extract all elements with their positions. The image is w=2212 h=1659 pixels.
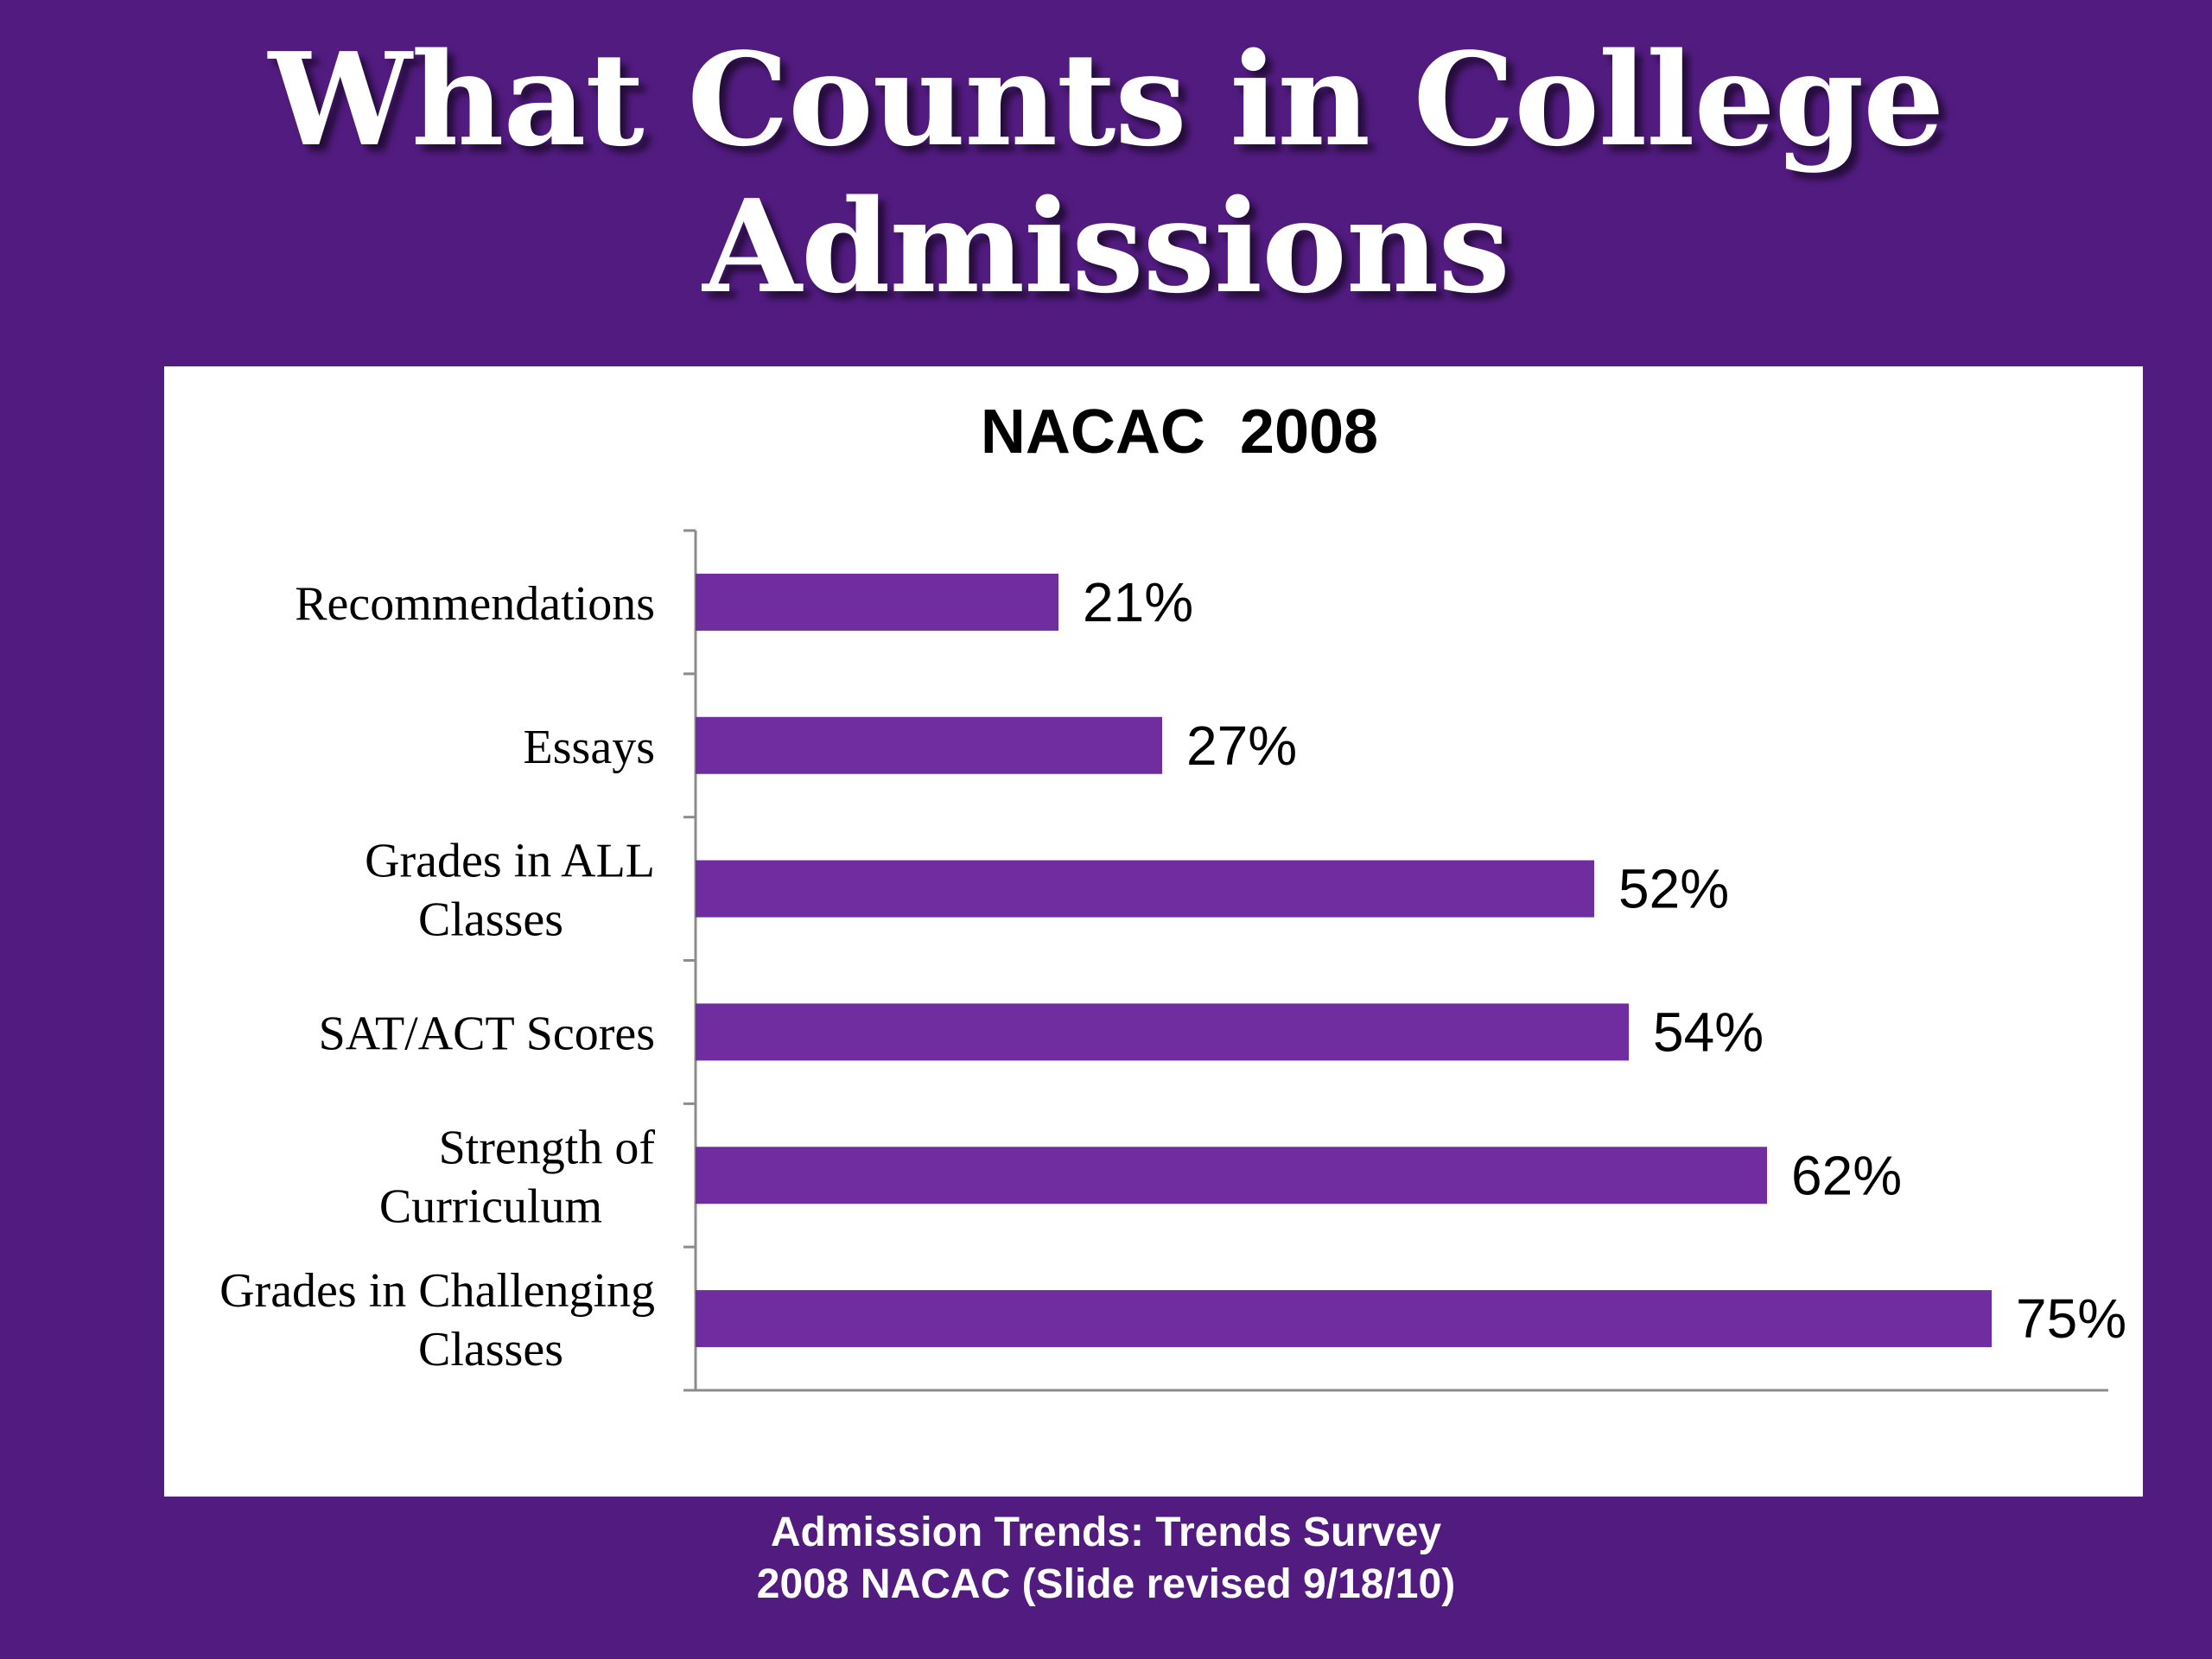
bar xyxy=(696,1290,1992,1348)
data-label: 75% xyxy=(2016,1287,2126,1350)
bar xyxy=(696,1003,1629,1061)
category-label: Grades in Challenging xyxy=(219,1264,655,1318)
source-note: Admission Trends: Trends Survey 2008 NAC… xyxy=(0,1507,2212,1611)
data-label: 62% xyxy=(1791,1144,1902,1206)
category-label: Curriculum xyxy=(379,1179,602,1233)
category-label: Recommendations xyxy=(295,577,655,631)
slide-title-line-2: Admissions xyxy=(702,171,1510,321)
bar xyxy=(696,573,1058,631)
category-label: SAT/ACT Scores xyxy=(319,1007,655,1060)
data-label: 54% xyxy=(1653,1001,1764,1063)
chart-panel: NACAC 2008 21% Recommendations 27% Essays 52… xyxy=(164,366,2143,1497)
category-label: Essays xyxy=(524,721,655,774)
source-note-line-1: Admission Trends: Trends Survey xyxy=(770,1510,1442,1555)
slide-title: What Counts in College Admissions xyxy=(0,26,2212,320)
source-note-line-2: 2008 NACAC (Slide revised 9/18/10) xyxy=(756,1561,1456,1607)
category-label: Classes xyxy=(418,893,563,947)
data-label: 52% xyxy=(1618,858,1729,920)
chart-title: NACAC 2008 xyxy=(981,397,1378,467)
slide-title-line-1: What Counts in College xyxy=(268,24,1945,175)
bar xyxy=(696,1147,1767,1205)
category-label: Classes xyxy=(418,1323,563,1376)
bar xyxy=(696,860,1594,918)
category-label: Grades in ALL xyxy=(365,835,655,888)
bar-chart: NACAC 2008 21% Recommendations 27% Essays 52… xyxy=(219,397,2126,1392)
data-label: 21% xyxy=(1083,571,1193,633)
category-label: Strength of xyxy=(439,1121,656,1174)
data-label: 27% xyxy=(1186,715,1297,777)
bar xyxy=(696,716,1162,774)
